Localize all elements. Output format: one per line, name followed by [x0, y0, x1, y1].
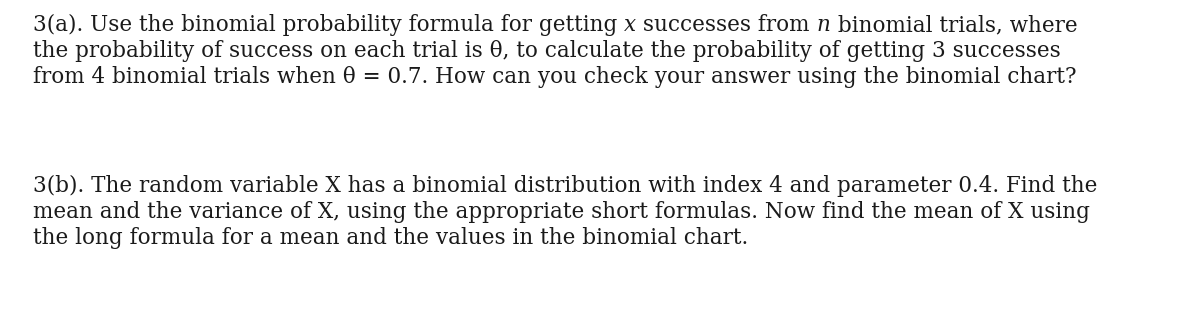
Text: the probability of success on each trial is θ, to calculate the probability of g: the probability of success on each trial… — [34, 40, 1061, 62]
Text: binomial trials, where: binomial trials, where — [830, 14, 1078, 36]
Text: mean and the variance of X, using the appropriate short formulas. Now find the m: mean and the variance of X, using the ap… — [34, 201, 1090, 223]
Text: n: n — [817, 14, 830, 36]
Text: x: x — [624, 14, 636, 36]
Text: 3(b). The random variable X has a binomial distribution with index 4 and paramet: 3(b). The random variable X has a binomi… — [34, 175, 1097, 197]
Text: 3(a). Use the binomial probability formula for getting: 3(a). Use the binomial probability formu… — [34, 14, 624, 36]
Text: successes from: successes from — [636, 14, 817, 36]
Text: the long formula for a mean and the values in the binomial chart.: the long formula for a mean and the valu… — [34, 227, 749, 249]
Text: from 4 binomial trials when θ = 0.7. How can you check your answer using the bin: from 4 binomial trials when θ = 0.7. How… — [34, 66, 1076, 88]
